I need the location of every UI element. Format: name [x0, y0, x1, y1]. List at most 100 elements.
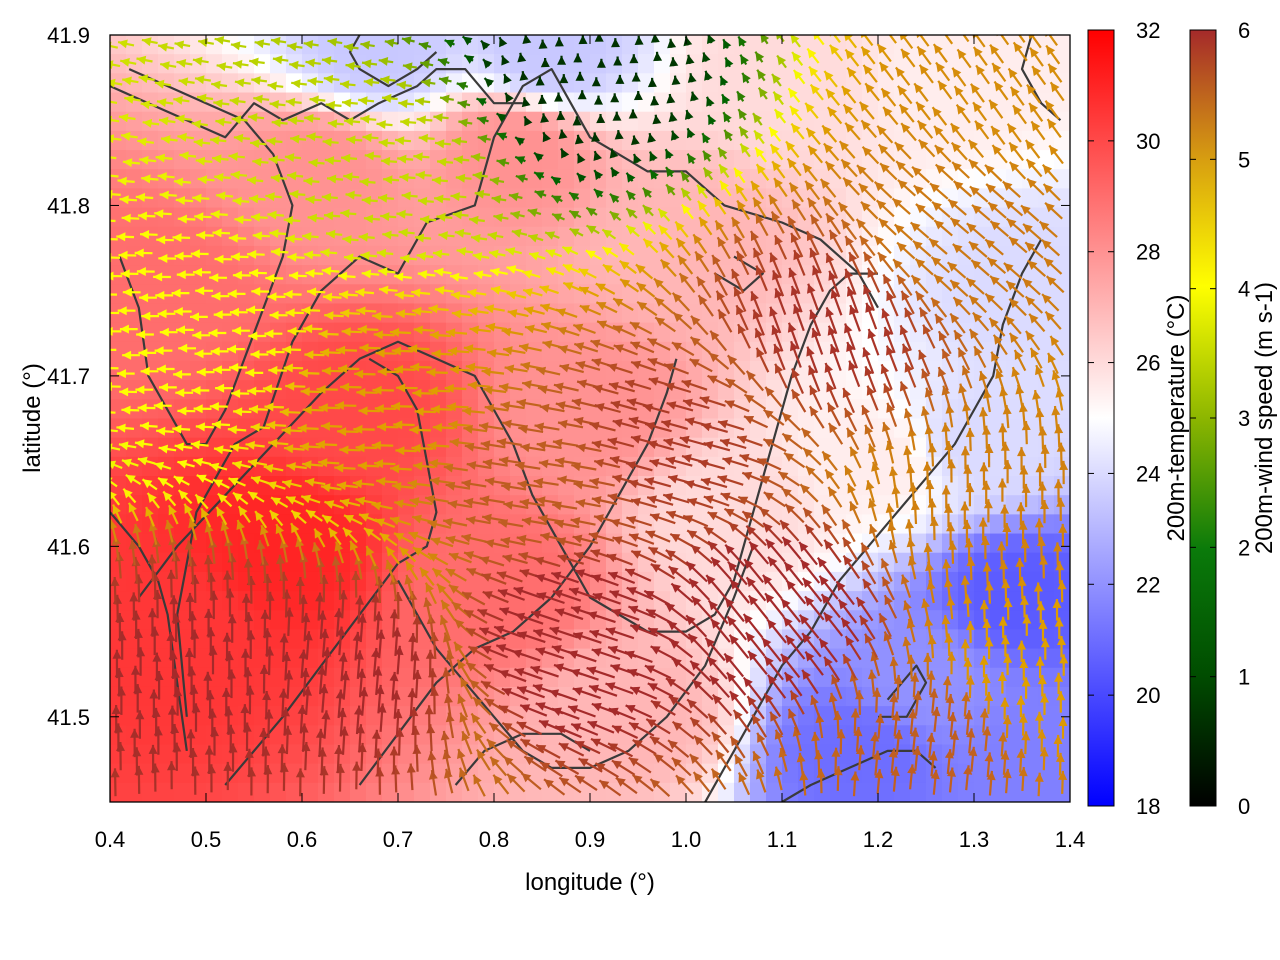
wind-arrow-head — [145, 507, 154, 517]
wind-arrow-head — [232, 196, 242, 206]
temperature-cell — [878, 610, 895, 631]
wind-arrow-head — [301, 305, 311, 315]
temperature-cell — [846, 73, 863, 94]
wind-arrow-head — [321, 710, 331, 720]
wind-arrow-head — [396, 80, 407, 90]
wind-arrow-head — [195, 286, 205, 296]
temperature-cell — [830, 648, 847, 669]
temperature-cell — [350, 456, 367, 477]
temperature-cell — [1054, 322, 1070, 343]
temperature-cell — [926, 629, 943, 650]
temperature-cell — [958, 35, 975, 55]
wind-arrow-head — [320, 248, 330, 258]
wind-arrow-head — [159, 116, 169, 126]
wind-arrow-head — [430, 537, 441, 546]
temperature-cell — [270, 610, 287, 631]
temperature-cell — [702, 763, 719, 784]
temperature-cell — [222, 303, 239, 324]
wind-arrow-head — [191, 386, 201, 395]
temperature-cell — [462, 265, 479, 285]
wind-arrow-head — [139, 155, 149, 165]
wind-arrow-head — [266, 420, 276, 430]
wind-arrow-head — [444, 768, 453, 779]
wind-arrow-head — [339, 445, 349, 455]
wind-arrow-head — [121, 458, 132, 468]
temperature-cell — [558, 284, 575, 305]
wind-arrow-head — [214, 172, 224, 182]
temperature-cell — [750, 610, 767, 631]
wind-arrow-head — [371, 593, 381, 603]
temperature-cell — [158, 725, 175, 746]
wind-arrow-head — [401, 191, 411, 201]
wind-arrow-head — [233, 492, 243, 502]
temperature-cell — [494, 648, 511, 669]
temperature-cell — [590, 322, 607, 343]
wind-arrow-head — [290, 134, 300, 144]
wind-arrow-head — [119, 195, 129, 205]
wind-arrow-head — [227, 425, 237, 435]
wind-arrow-head — [385, 559, 394, 570]
wind-arrow-head — [314, 528, 323, 539]
wind-arrow-head — [372, 385, 382, 395]
wind-arrow-head — [271, 118, 282, 128]
wind-arrow-head — [175, 388, 185, 398]
wind-arrow-head — [230, 170, 240, 180]
wind-arrow-head — [161, 135, 171, 144]
temperature-cell — [158, 284, 175, 305]
wind-arrow-head — [298, 368, 308, 378]
wind-arrow-head — [154, 79, 165, 89]
temperature-cell — [718, 245, 735, 266]
temperature-cell — [622, 437, 639, 458]
wind-arrow-head — [300, 668, 310, 678]
temperature-cell — [110, 380, 127, 400]
temperature-cell — [670, 265, 687, 285]
temperature-cell — [654, 169, 671, 189]
wind-arrow-head — [192, 56, 203, 66]
wind-arrow-head — [136, 330, 146, 339]
temperature-cell — [958, 322, 975, 343]
temperature-cell — [574, 782, 591, 802]
contour-line — [714, 255, 764, 292]
temperature-cell — [190, 360, 207, 381]
wind-arrow-head — [303, 631, 313, 641]
wind-arrow-head — [152, 652, 162, 662]
temperature-cell — [334, 188, 351, 209]
temperature-cell — [510, 591, 527, 611]
wind-arrow-head — [391, 690, 401, 700]
temperature-cell — [638, 380, 655, 400]
temperature-cell — [878, 92, 895, 113]
contour-line — [224, 357, 438, 786]
wind-arrow-head — [269, 310, 279, 320]
temperature-cell — [478, 226, 495, 247]
wind-arrow-head — [223, 570, 232, 580]
temperature-cell — [798, 207, 815, 228]
temperature-cell — [446, 54, 463, 74]
temperature-cell — [814, 418, 831, 439]
wind-arrow-head — [353, 424, 363, 434]
wind-arrow-head — [255, 511, 264, 522]
wind-arrow-head — [425, 649, 435, 659]
temperature-cell — [190, 265, 207, 285]
temperature-cell — [670, 341, 687, 362]
wind-arrow-head — [178, 77, 189, 87]
temperature-cell — [334, 35, 351, 55]
wind-arrow-head — [411, 443, 421, 453]
wind-arrow-head — [249, 268, 259, 278]
temperature-cell — [382, 782, 399, 802]
temperature-cell — [574, 73, 591, 94]
temperature-cell — [1022, 648, 1039, 669]
temperature-cell — [830, 303, 847, 324]
temperature-cell — [846, 437, 863, 458]
wind-arrow-head — [158, 42, 168, 52]
wind-arrow-head — [247, 386, 257, 396]
temperature-cell — [350, 169, 367, 189]
temperature-cell — [110, 92, 127, 113]
temperature-cell — [830, 437, 847, 458]
temperature-cell — [590, 188, 607, 209]
wind-arrow-head — [110, 134, 115, 144]
temperature-cell — [526, 73, 543, 94]
wind-arrow-head — [195, 156, 206, 166]
wind-arrow-head — [356, 306, 366, 316]
temperature-cell — [350, 571, 367, 592]
wind-arrow-head — [362, 59, 372, 69]
